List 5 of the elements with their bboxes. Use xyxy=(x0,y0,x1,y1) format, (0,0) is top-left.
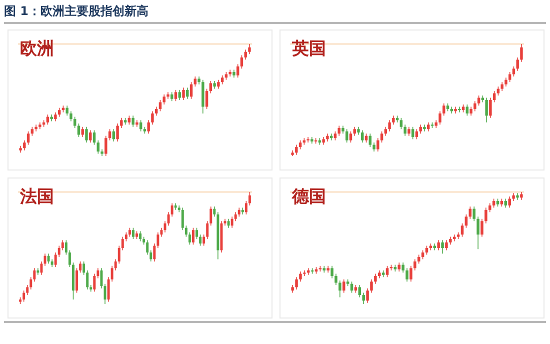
chart-title: 法国 xyxy=(19,187,54,207)
chart-title: 英国 xyxy=(291,39,326,59)
text: 图 1：欧洲主要股指创新高 xyxy=(4,4,149,18)
chart-title: 德国 xyxy=(291,187,326,207)
chart-title: 欧洲 xyxy=(20,39,54,59)
